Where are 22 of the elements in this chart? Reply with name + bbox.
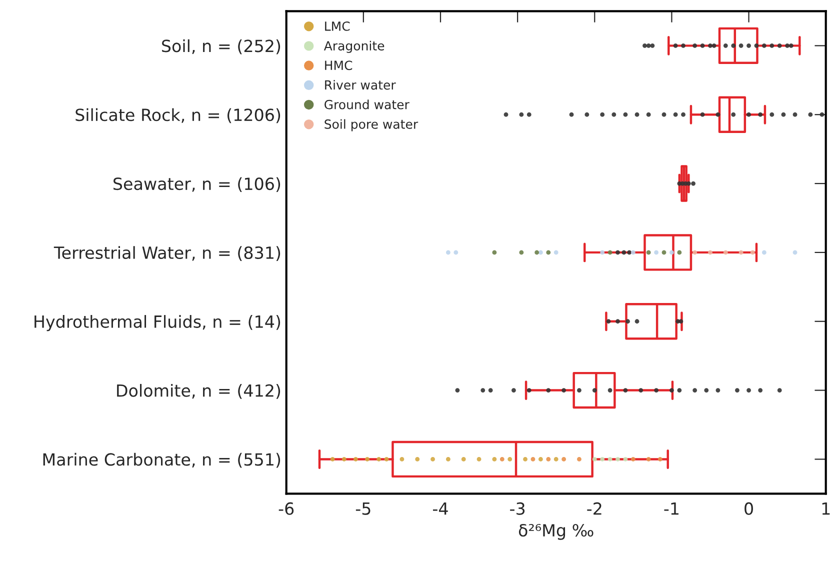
legend-label: LMC [325,21,350,31]
x-tick-label: -1 [664,502,678,515]
legend-label: Aragonite [324,40,384,53]
legend-label: HMC [325,60,352,70]
x-tick-label: -2 [587,502,602,515]
y-tick-label: Hydrothermal Fluids, n = (14) [34,315,280,332]
y-tick-label: Seawater, n = (106) [114,177,280,192]
legend-label: Soil pore water [324,119,418,132]
legend-label: River water [325,80,396,90]
y-tick-label: Soil, n = (252) [162,39,280,54]
x-tick-label: 1 [822,502,830,515]
x-tick-label: -3 [510,502,525,515]
legend-label: Ground water [324,100,410,110]
x-tick-label: -4 [433,502,448,515]
y-tick-label: Silicate Rock, n = (1206) [76,108,280,124]
y-tick-label: Dolomite, n = (412) [117,384,280,399]
y-tick-label: Terrestrial Water, n = (831) [54,246,280,261]
y-tick-label: Marine Carbonate, n = (551) [43,452,280,468]
x-tick-label: -6 [278,502,294,515]
x-axis-title: δ²⁶Mg ‰ [518,524,594,540]
x-tick-label: 0 [744,502,753,515]
x-tick-label: -5 [356,502,370,515]
